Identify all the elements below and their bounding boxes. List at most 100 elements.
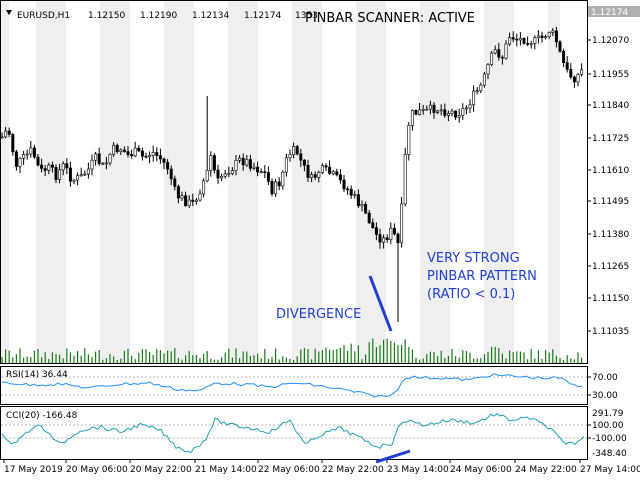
candle-body[interactable] [515,38,519,41]
candle-body[interactable] [155,152,159,156]
price-axis[interactable]: 1.12070 1.11955 1.11840 1.11725 1.11610 1.114… [588,36,629,337]
candle-body[interactable] [295,146,299,155]
candle-body[interactable] [115,144,119,152]
candle-body[interactable] [198,193,202,201]
candle-body[interactable] [223,173,227,177]
candle-body[interactable] [86,168,90,175]
candle-body[interactable] [439,109,443,112]
candle-body[interactable] [187,199,191,206]
candle-body[interactable] [133,147,137,157]
candle-body[interactable] [331,171,335,174]
candle-body[interactable] [270,181,274,195]
candle-body[interactable] [486,64,490,75]
candle-body[interactable] [234,160,238,171]
candle-body[interactable] [338,174,342,181]
candle-body[interactable] [428,104,432,110]
candle-body[interactable] [108,154,112,164]
candle-body[interactable] [500,56,504,59]
candle-body[interactable] [194,199,198,202]
candle-body[interactable] [126,151,130,155]
candle-body[interactable] [400,203,404,244]
candle-body[interactable] [209,155,213,171]
candle-body[interactable] [551,30,555,33]
candle-body[interactable] [252,166,256,169]
candle-body[interactable] [349,188,353,196]
candle-body[interactable] [148,155,152,158]
candle-body[interactable] [137,147,141,152]
candle-body[interactable] [536,35,540,38]
candle-body[interactable] [29,147,33,155]
candle-body[interactable] [418,109,422,115]
candle-body[interactable] [112,144,116,155]
candle-body[interactable] [47,164,51,171]
candle-body[interactable] [40,164,44,169]
candle-body[interactable] [378,234,382,243]
candle-body[interactable] [392,227,396,235]
candle-body[interactable] [382,237,386,243]
candle-body[interactable] [432,104,436,113]
candle-body[interactable] [389,227,393,240]
candle-body[interactable] [407,125,411,155]
candle-body[interactable] [130,154,134,157]
candle-body[interactable] [493,49,497,54]
candle-body[interactable] [508,37,512,45]
candle-body[interactable] [475,90,479,92]
candle-body[interactable] [263,171,267,174]
candle-body[interactable] [565,62,569,70]
candle-body[interactable] [346,188,350,191]
candle-body[interactable] [526,42,530,45]
candle-body[interactable] [216,169,220,179]
candle-body[interactable] [281,171,285,187]
time-axis[interactable]: 17 May 2019 20 May 06:00 20 May 22:00 21 Ma… [3,460,640,475]
candle-body[interactable] [367,212,371,224]
candle-body[interactable] [202,180,206,195]
candle-body[interactable] [335,171,339,176]
candle-body[interactable] [306,164,310,178]
candle-body[interactable] [482,73,486,86]
candle-body[interactable] [425,108,429,111]
candle-body[interactable] [227,173,231,175]
candle-body[interactable] [313,174,317,178]
candle-body[interactable] [230,170,234,174]
candle-body[interactable] [162,158,166,163]
candle-body[interactable] [320,165,324,173]
candle-body[interactable] [0,136,4,139]
candle-body[interactable] [292,146,296,155]
candle-body[interactable] [540,35,544,39]
candle-body[interactable] [414,110,418,115]
candle-body[interactable] [94,153,98,161]
candle-body[interactable] [79,174,83,177]
candle-body[interactable] [248,159,252,169]
candle-body[interactable] [259,171,263,174]
candle-body[interactable] [11,134,15,153]
candle-body[interactable] [72,179,76,182]
candle-body[interactable] [544,36,548,39]
candle-body[interactable] [569,69,573,78]
candle-body[interactable] [36,156,40,166]
candle-body[interactable] [497,49,501,58]
candle-body[interactable] [245,159,249,166]
candle-body[interactable] [140,150,144,157]
candle-body[interactable] [274,181,278,195]
candle-body[interactable] [32,147,36,158]
candle-body[interactable] [479,84,483,91]
candle-body[interactable] [241,157,245,166]
candle-body[interactable] [457,115,461,118]
candle-body[interactable] [212,155,216,171]
candle-body[interactable] [90,159,94,170]
candle-body[interactable] [76,175,80,181]
candle-body[interactable] [490,52,494,65]
candle-body[interactable] [533,37,537,44]
candle-body[interactable] [385,237,389,240]
candle-body[interactable] [61,163,65,171]
candle-body[interactable] [205,170,209,182]
candle-body[interactable] [576,74,580,83]
candle-body[interactable] [58,169,62,180]
candle-body[interactable] [421,108,425,111]
candle-body[interactable] [238,157,242,161]
candle-body[interactable] [522,38,526,44]
candle-body[interactable] [220,175,224,179]
candle-body[interactable] [547,32,551,38]
candle-body[interactable] [176,186,180,199]
rsi-pane[interactable]: RSI(14) 36.44 70.00 30.00 [1,370,618,401]
